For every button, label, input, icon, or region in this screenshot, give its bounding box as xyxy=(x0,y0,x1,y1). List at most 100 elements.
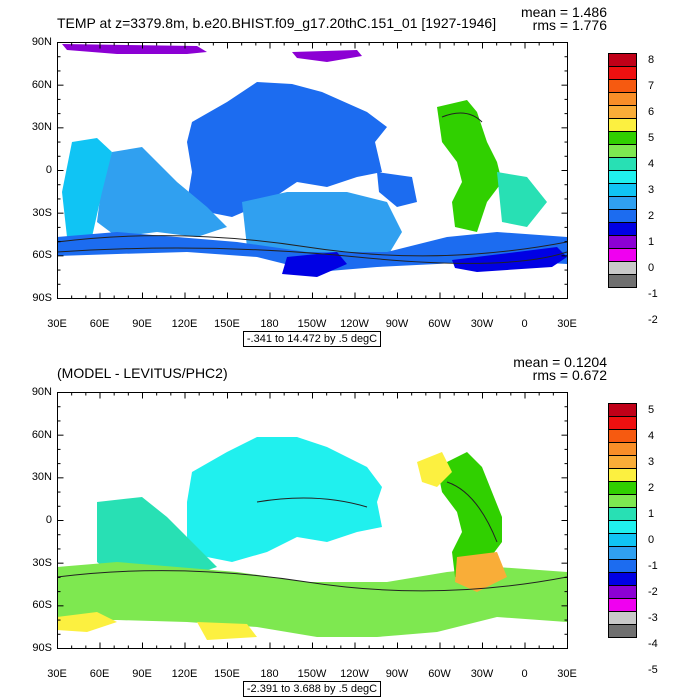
lat-label: 30S xyxy=(32,556,52,569)
lon-label: 30E xyxy=(47,668,67,680)
colorbar-swatch xyxy=(608,118,637,132)
bottom-map-frame xyxy=(57,392,567,648)
colorbar-swatch xyxy=(608,248,637,262)
colorbar-label: 3 xyxy=(648,183,655,196)
colorbar-swatch xyxy=(608,196,637,210)
bottom-colorbar xyxy=(608,403,637,638)
colorbar-swatch xyxy=(608,92,637,106)
lat-label: 30S xyxy=(32,206,52,219)
colorbar-swatch xyxy=(608,520,637,534)
lon-label: 30E xyxy=(47,318,67,330)
colorbar-swatch xyxy=(608,157,637,171)
lon-label: 90W xyxy=(385,318,409,330)
colorbar-swatch xyxy=(608,507,637,521)
colorbar-label: 2 xyxy=(648,481,655,494)
lon-label: 30W xyxy=(470,668,494,680)
lon-label: 0 xyxy=(521,318,528,330)
colorbar-swatch xyxy=(608,624,637,638)
colorbar-swatch xyxy=(608,611,637,625)
lat-label: 90S xyxy=(32,642,52,654)
lon-label: 90E xyxy=(132,668,152,680)
colorbar-swatch xyxy=(608,442,637,456)
colorbar-swatch xyxy=(608,144,637,158)
lon-label: 180 xyxy=(260,668,279,680)
bottom-contour-range: -2.391 to 3.688 by .5 degC xyxy=(243,681,381,697)
colorbar-label: -5 xyxy=(648,663,658,676)
lon-label: 0 xyxy=(521,668,528,680)
colorbar-label: 1 xyxy=(648,235,655,248)
lat-label: 90N xyxy=(31,36,52,48)
bottom-panel-title: (MODEL - LEVITUS/PHC2) xyxy=(57,365,228,381)
colorbar-swatch xyxy=(608,546,637,560)
lon-label: 120W xyxy=(340,668,369,680)
colorbar-swatch xyxy=(608,598,637,612)
bottom-map-panel: (MODEL - LEVITUS/PHC2) mean = 0.1204 rms… xyxy=(0,350,700,700)
colorbar-label: 3 xyxy=(648,455,655,468)
colorbar-label: 6 xyxy=(648,105,655,118)
colorbar-swatch xyxy=(608,533,637,547)
colorbar-label: -1 xyxy=(648,287,658,300)
colorbar-label: 2 xyxy=(648,209,655,222)
lon-label: 150W xyxy=(297,318,327,330)
colorbar-label: 0 xyxy=(648,533,655,546)
colorbar-label: 5 xyxy=(648,403,655,416)
colorbar-swatch xyxy=(608,481,637,495)
lat-label: 0 xyxy=(45,514,52,526)
lon-label: 150E xyxy=(214,668,240,680)
lon-label: 30E xyxy=(557,668,577,680)
lon-label: 150E xyxy=(214,318,240,330)
lon-label: 120W xyxy=(340,318,369,330)
colorbar-swatch xyxy=(608,274,637,288)
bottom-panel-rms: rms = 0.672 xyxy=(532,367,607,383)
bottom-panel-mean: mean = 0.1204 xyxy=(513,354,607,370)
lat-label: 90S xyxy=(32,292,52,304)
colorbar-swatch xyxy=(608,222,637,236)
colorbar-swatch xyxy=(608,572,637,586)
lon-label: 60E xyxy=(89,668,110,680)
lon-label: 90E xyxy=(132,318,152,330)
colorbar-label: 8 xyxy=(648,53,655,66)
top-colorbar xyxy=(608,53,637,288)
colorbar-swatch xyxy=(608,455,637,469)
colorbar-swatch xyxy=(608,261,637,275)
lon-label: 120E xyxy=(171,668,198,680)
colorbar-swatch xyxy=(608,209,637,223)
lon-label: 60E xyxy=(89,318,110,330)
lon-label: 30W xyxy=(470,318,494,330)
lon-label: 60W xyxy=(428,318,451,330)
lon-label: 30E xyxy=(557,318,577,330)
colorbar-label: -1 xyxy=(648,559,658,572)
colorbar-label: -4 xyxy=(648,637,658,650)
colorbar-label: -3 xyxy=(648,611,658,624)
colorbar-swatch xyxy=(608,53,637,67)
top-panel-rms: rms = 1.776 xyxy=(532,17,607,33)
colorbar-swatch xyxy=(608,416,637,430)
colorbar-swatch xyxy=(608,468,637,482)
top-map-field xyxy=(57,42,567,298)
colorbar-label: 0 xyxy=(648,261,655,274)
colorbar-swatch xyxy=(608,183,637,197)
lon-label: 60W xyxy=(428,668,451,680)
colorbar-swatch xyxy=(608,79,637,93)
colorbar-label: 7 xyxy=(648,79,655,92)
colorbar-swatch xyxy=(608,170,637,184)
colorbar-swatch xyxy=(608,429,637,443)
top-panel-title: TEMP at z=3379.8m, b.e20.BHIST.f09_g17.2… xyxy=(57,15,497,31)
top-contour-range: -.341 to 14.472 by .5 degC xyxy=(243,331,381,347)
colorbar-label: -2 xyxy=(648,585,658,598)
lon-label: 180 xyxy=(260,318,279,330)
colorbar-label: 4 xyxy=(648,157,655,170)
lat-label: 90N xyxy=(31,386,52,398)
lat-label: 60S xyxy=(32,599,52,612)
colorbar-label: 5 xyxy=(648,131,655,144)
colorbar-label: -2 xyxy=(648,313,658,326)
lat-label: 30N xyxy=(31,121,52,134)
colorbar-label: 4 xyxy=(648,429,655,442)
top-panel-mean: mean = 1.486 xyxy=(520,4,607,20)
colorbar-label: 1 xyxy=(648,507,655,520)
top-map-frame xyxy=(57,42,567,298)
colorbar-swatch xyxy=(608,66,637,80)
lat-label: 60N xyxy=(31,78,52,91)
colorbar-swatch xyxy=(608,585,637,599)
lat-label: 60S xyxy=(32,249,52,262)
